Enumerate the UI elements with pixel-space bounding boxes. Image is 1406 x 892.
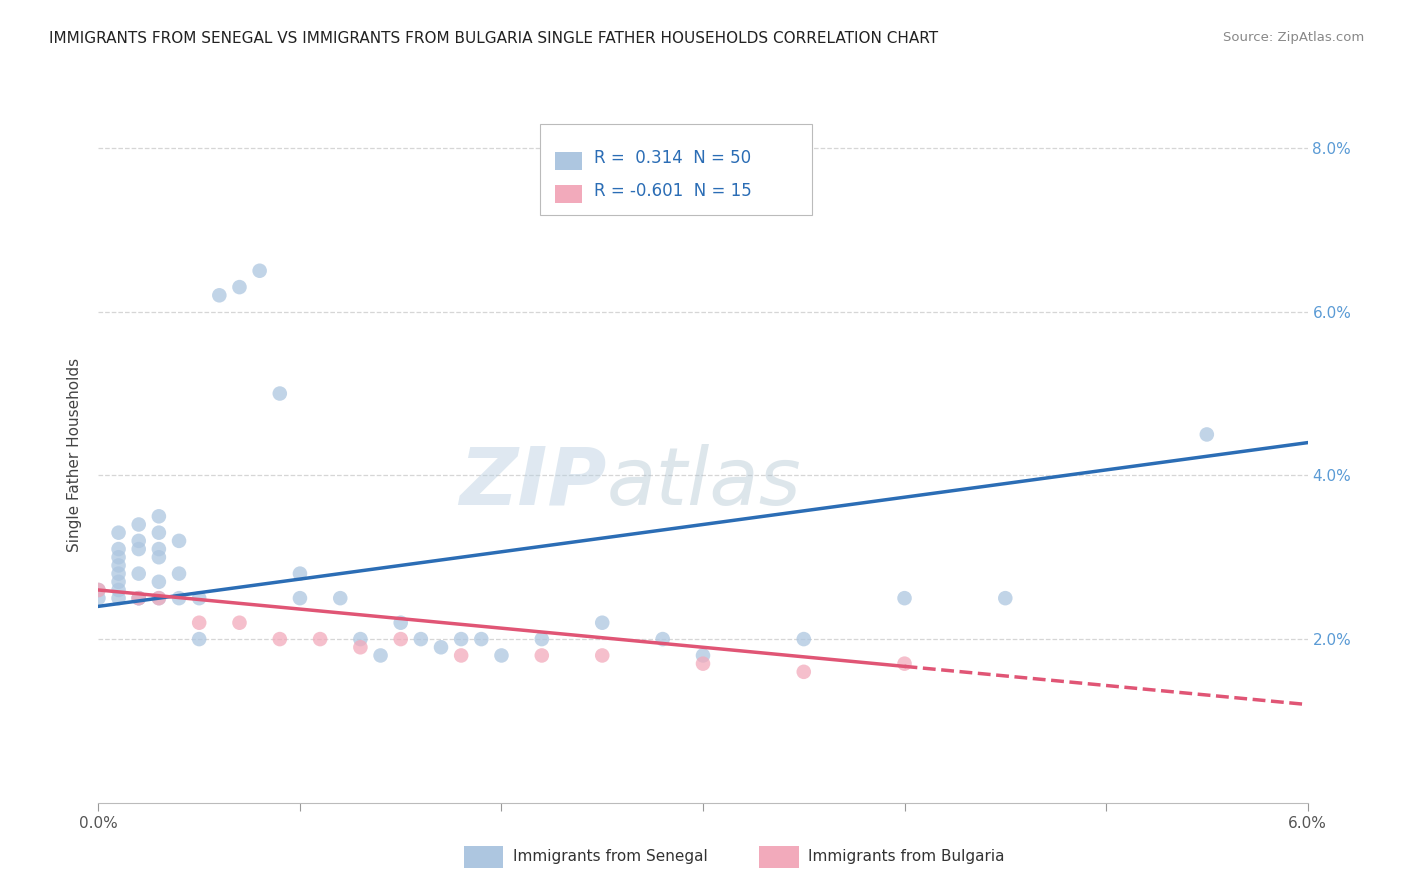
Point	[692, 657, 714, 671]
Point	[530, 632, 553, 646]
Point	[167, 591, 190, 606]
Text: Source: ZipAtlas.com: Source: ZipAtlas.com	[1223, 31, 1364, 45]
Point	[249, 264, 271, 278]
Point	[128, 533, 150, 548]
Point	[329, 591, 352, 606]
Point	[692, 648, 714, 663]
Point	[148, 550, 170, 565]
Point	[148, 509, 170, 524]
Point	[128, 591, 150, 606]
Point	[591, 648, 613, 663]
Point	[893, 657, 915, 671]
Point	[530, 648, 553, 663]
Point	[793, 665, 815, 679]
Point	[208, 288, 231, 302]
Point	[1195, 427, 1218, 442]
Point	[269, 386, 291, 401]
Point	[893, 591, 915, 606]
Point	[450, 648, 472, 663]
Point	[409, 632, 432, 646]
Text: R = -0.601  N = 15: R = -0.601 N = 15	[595, 182, 752, 200]
Point	[188, 615, 211, 630]
Point	[651, 632, 673, 646]
Point	[107, 558, 129, 573]
Point	[349, 632, 371, 646]
Point	[87, 591, 110, 606]
Point	[288, 591, 311, 606]
Point	[309, 632, 332, 646]
Point	[591, 615, 613, 630]
Point	[107, 582, 129, 597]
Point	[188, 632, 211, 646]
Point	[107, 574, 129, 589]
FancyBboxPatch shape	[540, 124, 811, 215]
Text: atlas: atlas	[606, 443, 801, 522]
Point	[148, 591, 170, 606]
FancyBboxPatch shape	[555, 185, 582, 203]
Point	[128, 566, 150, 581]
Text: R =  0.314  N = 50: R = 0.314 N = 50	[595, 149, 751, 168]
Point	[148, 574, 170, 589]
Point	[228, 615, 250, 630]
Point	[167, 533, 190, 548]
Point	[107, 525, 129, 540]
Point	[148, 542, 170, 557]
Point	[107, 591, 129, 606]
Point	[994, 591, 1017, 606]
Point	[470, 632, 492, 646]
Point	[87, 582, 110, 597]
Point	[450, 632, 472, 646]
Point	[107, 566, 129, 581]
Point	[389, 632, 412, 646]
Point	[148, 525, 170, 540]
Point	[793, 632, 815, 646]
Point	[389, 615, 412, 630]
Point	[288, 566, 311, 581]
Point	[269, 632, 291, 646]
Point	[491, 648, 513, 663]
Point	[349, 640, 371, 655]
Text: Immigrants from Senegal: Immigrants from Senegal	[513, 849, 709, 863]
Point	[128, 517, 150, 532]
Text: IMMIGRANTS FROM SENEGAL VS IMMIGRANTS FROM BULGARIA SINGLE FATHER HOUSEHOLDS COR: IMMIGRANTS FROM SENEGAL VS IMMIGRANTS FR…	[49, 31, 938, 46]
Point	[107, 542, 129, 557]
Text: ZIP: ZIP	[458, 443, 606, 522]
Y-axis label: Single Father Households: Single Father Households	[67, 358, 83, 552]
Point	[128, 542, 150, 557]
Text: Immigrants from Bulgaria: Immigrants from Bulgaria	[808, 849, 1005, 863]
Point	[87, 582, 110, 597]
Point	[107, 550, 129, 565]
Point	[188, 591, 211, 606]
Point	[128, 591, 150, 606]
Point	[228, 280, 250, 294]
Point	[370, 648, 392, 663]
FancyBboxPatch shape	[555, 152, 582, 170]
Point	[167, 566, 190, 581]
Point	[430, 640, 453, 655]
Point	[148, 591, 170, 606]
Point	[128, 591, 150, 606]
